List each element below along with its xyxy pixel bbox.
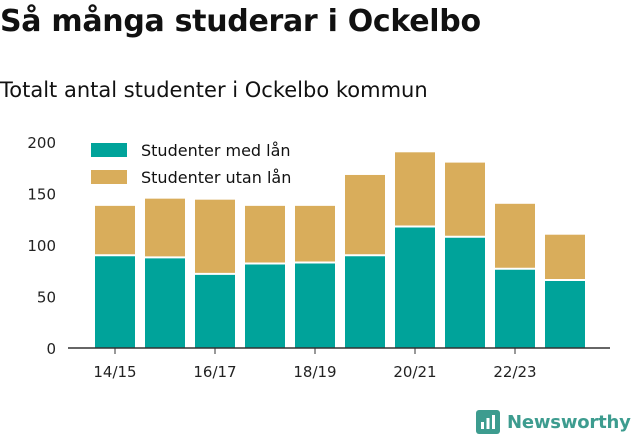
chart-title: Så många studerar i Ockelbo — [0, 4, 481, 39]
bar-without-loan — [495, 203, 535, 269]
bar-with-loan — [145, 257, 185, 348]
bar-without-loan — [345, 174, 385, 256]
stacked-bar-chart: 0 50 100 150 200 14/15 16/17 18/19 20/21 22/23 Stu… — [27, 134, 610, 381]
bar-without-loan — [395, 152, 435, 227]
bar-with-loan — [245, 263, 285, 348]
x-tick-label: 14/15 — [93, 363, 136, 381]
legend-swatch — [91, 170, 127, 184]
newsworthy-logo-icon — [476, 410, 500, 434]
brand-logo: Newsworthy — [476, 406, 631, 438]
x-tick-label: 20/21 — [393, 363, 436, 381]
y-tick-label: 200 — [27, 134, 56, 152]
chart-subtitle: Totalt antal studenter i Ockelbo kommun — [0, 78, 428, 102]
bar-without-loan — [245, 205, 285, 264]
brand-name: Newsworthy — [507, 411, 631, 433]
bar-with-loan — [345, 255, 385, 348]
bar-without-loan — [95, 205, 135, 256]
y-tick-label: 150 — [27, 186, 56, 204]
legend-label: Studenter utan lån — [141, 168, 291, 187]
bar-with-loan — [95, 255, 135, 348]
x-tick-label: 18/19 — [293, 363, 336, 381]
bar-without-loan — [545, 234, 585, 281]
legend-label: Studenter med lån — [141, 141, 291, 160]
legend-swatch — [91, 143, 127, 157]
bar-with-loan — [195, 273, 235, 348]
bar-with-loan — [395, 226, 435, 348]
bar-with-loan — [295, 262, 335, 348]
bar-without-loan — [145, 198, 185, 258]
bar-with-loan — [545, 280, 585, 348]
bar-without-loan — [195, 199, 235, 274]
x-tick-label: 22/23 — [493, 363, 536, 381]
y-tick-label: 0 — [46, 340, 56, 358]
bar-with-loan — [445, 236, 485, 348]
bar-without-loan — [445, 162, 485, 237]
bar-without-loan — [295, 205, 335, 263]
y-tick-label: 50 — [37, 289, 56, 307]
bar-with-loan — [495, 268, 535, 348]
x-tick-label: 16/17 — [193, 363, 236, 381]
y-tick-label: 100 — [27, 237, 56, 255]
